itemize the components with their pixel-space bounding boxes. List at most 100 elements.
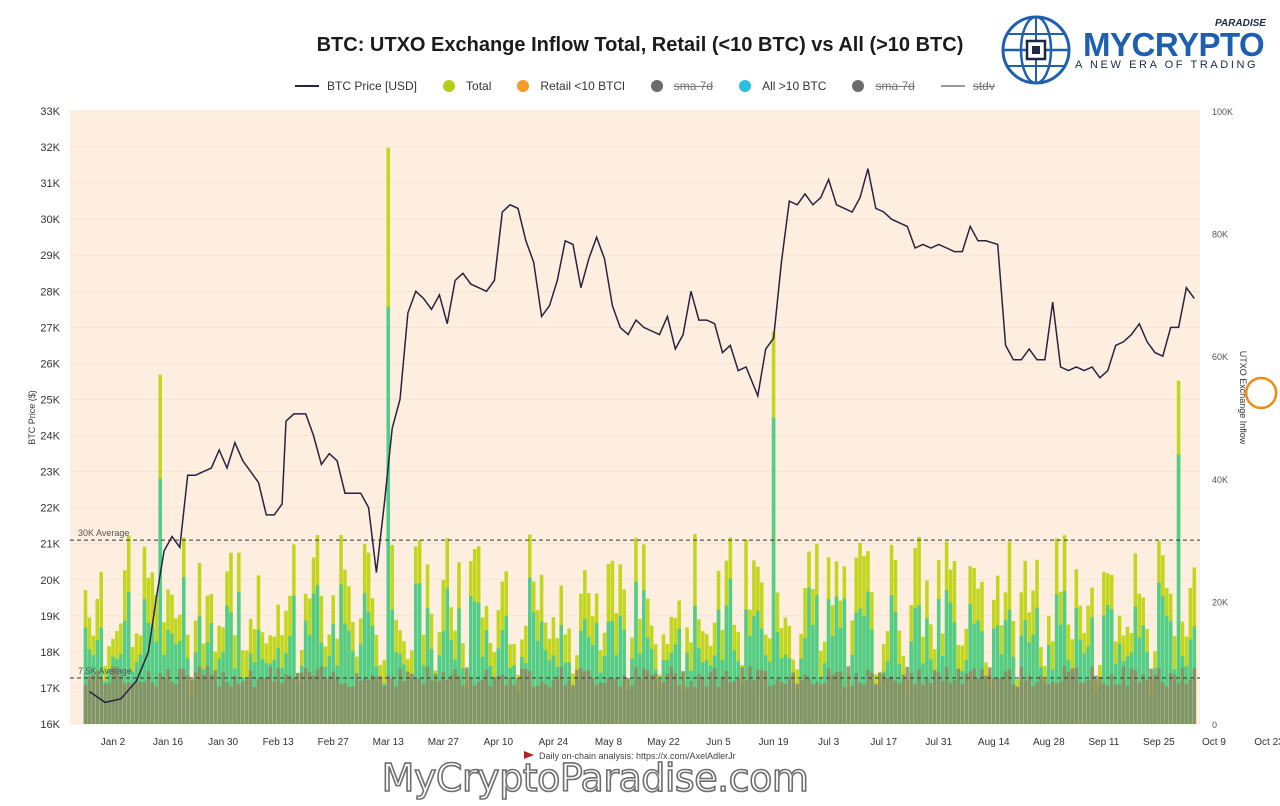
bar-retail — [1066, 671, 1071, 724]
bar-retail — [972, 668, 976, 724]
bar-retail — [1074, 667, 1079, 724]
bar-all-gt-10 — [634, 581, 638, 724]
bar-all-gt-10 — [504, 615, 508, 724]
bar-retail — [103, 683, 107, 724]
bar-all-gt-10 — [1062, 590, 1067, 724]
bar-retail — [504, 685, 508, 724]
bar-retail — [933, 670, 937, 724]
bar-retail — [417, 678, 422, 724]
bar-retail — [1125, 685, 1130, 724]
bar-retail — [913, 684, 917, 724]
bar-all-gt-10 — [1074, 607, 1079, 724]
bar-retail — [1078, 682, 1083, 724]
bar-retail — [874, 683, 878, 724]
bar-all-gt-10 — [315, 585, 320, 724]
bar-retail — [1035, 682, 1039, 724]
bar-retail — [449, 675, 453, 724]
bar-retail — [107, 683, 111, 724]
legend-item-stdv[interactable]: stdv — [940, 79, 995, 93]
logo-paradise: PARADISE — [1215, 18, 1266, 29]
bar-retail — [425, 666, 430, 724]
bar-retail — [398, 668, 402, 724]
bar-retail — [1113, 684, 1118, 724]
bar-all-gt-10 — [610, 620, 615, 724]
bar-retail — [115, 666, 119, 724]
bar-retail — [382, 685, 387, 724]
bar-all-gt-10 — [1035, 607, 1039, 724]
bar-retail — [244, 679, 249, 724]
bar-retail — [598, 682, 603, 724]
legend-item-sma-7d-all[interactable]: sma 7d — [852, 79, 915, 93]
legend-item-total[interactable]: Total — [443, 79, 491, 93]
bar-retail — [1031, 686, 1035, 724]
bar-retail — [296, 673, 300, 724]
bar-retail — [303, 668, 308, 724]
y-left-tick-label: 31K — [40, 178, 60, 190]
bar-retail — [818, 684, 823, 724]
bar-retail — [516, 677, 520, 724]
logo-tagline: A NEW ERA OF TRADING — [1075, 59, 1259, 71]
flag-icon — [524, 751, 534, 759]
bar-all-gt-10 — [1058, 624, 1063, 724]
bar-retail — [461, 685, 465, 724]
bar-retail — [1141, 674, 1145, 724]
bar-retail — [948, 683, 953, 724]
bar-retail — [142, 682, 147, 724]
bar-retail — [870, 672, 874, 724]
bar-retail — [1050, 681, 1055, 724]
bar-retail — [205, 665, 210, 724]
legend-item-retail[interactable]: Retail <10 BTCl — [517, 79, 625, 93]
legend-item-btc-price[interactable]: BTC Price [USD] — [295, 79, 417, 93]
bar-all-gt-10 — [1023, 620, 1027, 724]
bar-retail — [579, 668, 583, 724]
bar-retail — [1188, 679, 1193, 724]
x-tick-label: Oct 9 — [1202, 737, 1226, 748]
bar-retail — [630, 685, 634, 724]
bar-all-gt-10 — [174, 644, 178, 724]
bar-retail — [299, 672, 304, 724]
bar-all-gt-10 — [889, 595, 894, 724]
bar-retail — [862, 684, 866, 724]
bar-retail — [583, 671, 587, 724]
bar-retail — [185, 675, 190, 724]
y-right-tick-label: 100K — [1212, 107, 1233, 117]
bar-all-gt-10 — [968, 604, 972, 724]
y-left-tick-label: 33K — [40, 106, 60, 118]
bar-retail — [492, 676, 497, 724]
bar-retail — [1039, 675, 1043, 724]
bar-retail — [520, 668, 524, 724]
bar-all-gt-10 — [225, 605, 229, 724]
y-left-tick-label: 19K — [40, 611, 60, 623]
bar-all-gt-10 — [693, 605, 697, 724]
chart-legend: BTC Price [USD] Total Retail <10 BTCl sm… — [295, 77, 1021, 95]
bar-retail — [901, 674, 906, 724]
bar-retail — [744, 680, 748, 724]
x-tick-label: Jan 2 — [101, 737, 126, 748]
bar-retail — [1062, 666, 1067, 724]
bar-retail — [248, 670, 253, 724]
bar-retail — [233, 675, 237, 724]
bar-retail — [1106, 685, 1110, 724]
x-tick-label: Jul 3 — [818, 737, 840, 748]
x-tick-label: Mar 27 — [428, 737, 460, 748]
bar-retail — [531, 686, 536, 724]
site-watermark: MyCryptoParadise.com — [381, 755, 810, 801]
legend-line-swatch — [940, 85, 965, 87]
bar-retail — [182, 668, 186, 724]
bar-retail — [791, 672, 796, 724]
legend-item-all-gt-10[interactable]: All >10 BTC — [739, 79, 826, 93]
y-left-tick-label: 22K — [40, 503, 60, 515]
bar-retail — [543, 684, 548, 724]
y-left-tick-label: 28K — [40, 286, 60, 298]
bar-retail — [704, 686, 709, 724]
bar-all-gt-10 — [1109, 609, 1114, 724]
bar-retail — [799, 680, 803, 724]
bar-retail — [571, 685, 575, 724]
bar-all-gt-10 — [756, 610, 760, 724]
bar-retail — [134, 679, 139, 724]
y-left-tick-label: 24K — [40, 431, 60, 443]
legend-item-sma-7d-retail[interactable]: sma 7d — [650, 79, 713, 93]
bar-retail — [720, 676, 725, 724]
bar-all-gt-10 — [339, 584, 343, 724]
logo-brand: MYCRYPTO — [1083, 26, 1265, 63]
